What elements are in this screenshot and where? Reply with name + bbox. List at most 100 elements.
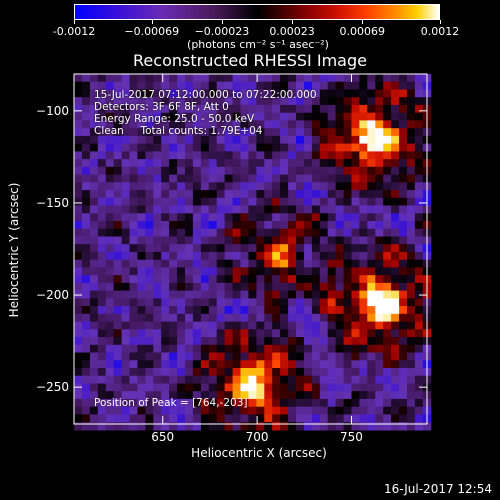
- heatmap-cell: [319, 375, 329, 384]
- heatmap-cell: [137, 259, 146, 268]
- heatmap-cell: [351, 352, 360, 361]
- heatmap-cell: [335, 205, 345, 214]
- heatmap-cell: [192, 205, 202, 214]
- heatmap-cell: [240, 259, 249, 268]
- heatmap-cell: [113, 89, 123, 98]
- heatmap-cell: [145, 228, 154, 237]
- heatmap-cell: [383, 135, 392, 145]
- heatmap-cell: [177, 360, 186, 369]
- heatmap-cell: [351, 221, 360, 230]
- heatmap-cell: [311, 221, 321, 230]
- heatmap-cell: [192, 267, 202, 276]
- heatmap-cell: [121, 251, 131, 261]
- heatmap-cell: [153, 406, 162, 415]
- heatmap-cell: [216, 398, 226, 408]
- heatmap-cell: [232, 244, 242, 253]
- heatmap-cell: [240, 190, 249, 199]
- heatmap-cell: [288, 251, 297, 261]
- heatmap-cell: [81, 135, 91, 145]
- heatmap-cell: [81, 375, 91, 384]
- heatmap-cell: [89, 306, 99, 315]
- heatmap-cell: [89, 368, 99, 377]
- heatmap-cell: [97, 197, 107, 207]
- heatmap-cell: [351, 97, 360, 106]
- heatmap-cell: [240, 313, 249, 323]
- heatmap-cell: [216, 166, 226, 176]
- heatmap-cell: [177, 112, 186, 121]
- heatmap-cell: [97, 275, 107, 284]
- heatmap-cell: [327, 228, 337, 237]
- heatmap-cell: [383, 313, 392, 323]
- heatmap-cell: [335, 391, 345, 400]
- heatmap-cell: [240, 290, 249, 299]
- heatmap-cell: [399, 368, 408, 377]
- heatmap-cell: [232, 74, 242, 83]
- heatmap-cell: [303, 329, 313, 338]
- heatmap-cell: [272, 267, 281, 276]
- heatmap-cell: [113, 244, 123, 253]
- heatmap-cell: [248, 391, 257, 400]
- heatmap-cell: [97, 267, 107, 276]
- heatmap-cell: [303, 174, 313, 183]
- heatmap-cell: [319, 298, 329, 307]
- heatmap-cell: [224, 329, 234, 338]
- heatmap-cell: [351, 128, 360, 137]
- heatmap-cell: [311, 251, 321, 261]
- heatmap-cell: [137, 81, 146, 90]
- heatmap-cell: [248, 406, 257, 415]
- heatmap-cell: [311, 313, 321, 323]
- heatmap-cell: [391, 104, 400, 114]
- heatmap-cell: [327, 182, 337, 191]
- heatmap-cell: [97, 205, 107, 214]
- heatmap-cell: [256, 151, 265, 160]
- heatmap-cell: [351, 228, 360, 237]
- heatmap-cell: [200, 128, 210, 137]
- heatmap-cell: [153, 267, 162, 276]
- heatmap-cell: [288, 81, 297, 90]
- heatmap-cell: [232, 190, 242, 199]
- heatmap-cell: [391, 344, 400, 354]
- heatmap-cell: [169, 74, 178, 83]
- heatmap-cell: [327, 306, 337, 315]
- heatmap-cell: [105, 174, 115, 183]
- heatmap-cell: [240, 391, 249, 400]
- heatmap-cell: [391, 159, 400, 168]
- heatmap-cell: [319, 182, 329, 191]
- heatmap-cell: [407, 89, 416, 98]
- heatmap-cell: [319, 313, 329, 323]
- heatmap-cell: [343, 321, 353, 330]
- heatmap-cell: [145, 375, 154, 384]
- heatmap-cell: [414, 205, 424, 214]
- heatmap-cell: [407, 313, 416, 323]
- heatmap-cell: [177, 74, 186, 83]
- heatmap-cell: [256, 282, 265, 292]
- heatmap-cell: [74, 344, 83, 354]
- heatmap-cell: [303, 135, 313, 145]
- heatmap-cell: [414, 74, 424, 83]
- heatmap-cell: [97, 398, 107, 408]
- heatmap-cell: [407, 267, 416, 276]
- heatmap-cell: [272, 275, 281, 284]
- heatmap-cell: [319, 391, 329, 400]
- heatmap-cell: [192, 112, 202, 121]
- heatmap-cell: [367, 414, 376, 423]
- heatmap-cell: [296, 166, 305, 176]
- heatmap-cell: [224, 182, 234, 191]
- heatmap-cell: [153, 197, 162, 207]
- heatmap-cell: [97, 391, 107, 400]
- heatmap-cell: [256, 228, 265, 237]
- heatmap-cell: [407, 391, 416, 400]
- heatmap-cell: [280, 190, 289, 199]
- heatmap-cell: [248, 174, 257, 183]
- heatmap-cell: [303, 360, 313, 369]
- heatmap-cell: [74, 391, 83, 400]
- heatmap-cell: [351, 251, 360, 261]
- heatmap-cell: [105, 151, 115, 160]
- heatmap-cell: [327, 259, 337, 268]
- heatmap-cell: [89, 228, 99, 237]
- heatmap-cell: [216, 182, 226, 191]
- heatmap-cell: [185, 174, 194, 183]
- heatmap-cell: [319, 81, 329, 90]
- heatmap-cell: [129, 97, 138, 106]
- heatmap-cell: [399, 391, 408, 400]
